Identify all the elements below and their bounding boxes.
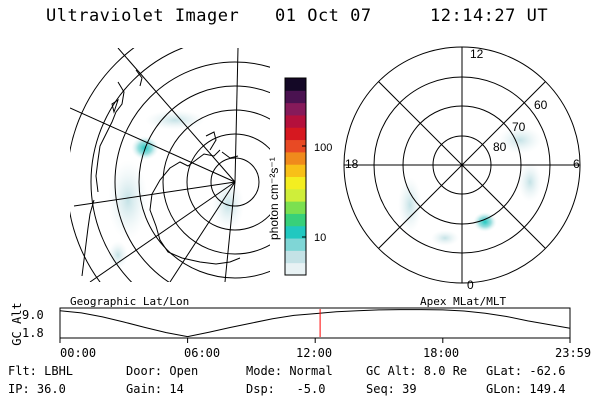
lat-label-70: 70: [512, 120, 526, 134]
color-bar-segment: [285, 90, 306, 104]
color-bar-tick-100: 100: [314, 142, 332, 154]
timeline-xtick-4: 23:59: [555, 346, 592, 360]
right-panel-caption: Apex MLat/MLT: [420, 295, 507, 308]
status-glat: GLat: -62.6: [486, 364, 566, 378]
status-dsp: Dsp: -5.0: [246, 382, 326, 396]
status-gc-alt: GC Alt: 8.0 Re: [366, 364, 468, 378]
color-bar-tick-10: 10: [314, 232, 326, 244]
altitude-curve: [59, 309, 571, 338]
date-label: 01 Oct 07: [275, 6, 372, 26]
color-bar-unit-label: photon cm⁻²s⁻¹: [267, 157, 281, 240]
color-bar-segment: [285, 139, 306, 153]
color-bar-segment: [285, 250, 306, 264]
lat-label-60: 60: [534, 98, 548, 112]
status-door: Door: Open: [126, 364, 199, 378]
latitude-circles: [70, 48, 270, 282]
color-bar-segment: [285, 164, 306, 177]
lat-label-80: 80: [493, 140, 507, 154]
time-label: 12:14:27 UT: [430, 6, 549, 26]
status-mode: Mode: Normal: [246, 364, 333, 378]
timeline-xtick-1: 06:00: [184, 346, 221, 360]
mlt-label-6: 6: [573, 157, 580, 171]
timeline-frame: [59, 307, 571, 339]
color-bar-segment: [285, 238, 306, 251]
coastlines: [81, 69, 241, 277]
color-bar-gradient: [285, 78, 306, 276]
left-panel-caption: Geographic Lat/Lon: [70, 295, 190, 308]
color-bar: 100 10 photon cm⁻²s⁻¹: [267, 77, 332, 276]
color-bar-segment: [285, 127, 306, 141]
geographic-map: [70, 48, 270, 282]
status-filter: Flt: LBHL: [8, 364, 74, 378]
color-bar-segment: [285, 176, 306, 190]
status-ip: IP: 36.0: [8, 382, 66, 396]
timeline-axis-label: GC Alt: [10, 302, 24, 346]
polar-plot: 12 0 18 6 60 70 80: [343, 46, 581, 292]
color-bar-segment: [285, 102, 306, 116]
mlt-label-12: 12: [470, 47, 484, 61]
color-bar-segment: [285, 201, 306, 214]
color-bar-segment: [285, 151, 306, 165]
timeline-xtick-2: 12:00: [296, 346, 333, 360]
timeline-xtick-0: 00:00: [60, 346, 97, 360]
color-bar-segment: [285, 262, 306, 276]
timeline-ytick-bottom: 1.8: [22, 326, 44, 340]
color-bar-segment: [285, 114, 306, 128]
status-gain: Gain: 14: [126, 382, 184, 396]
status-glon: GLon: 149.4: [486, 382, 566, 396]
altitude-timeline: [59, 307, 571, 343]
aurora-emission-right: [398, 126, 542, 246]
color-bar-segment: [285, 188, 306, 202]
mlt-label-0: 0: [467, 278, 474, 292]
timeline-xtick-3: 18:00: [423, 346, 460, 360]
mlt-label-18: 18: [345, 157, 359, 171]
color-bar-segment: [285, 225, 306, 239]
timeline-ytick-top: 9.0: [22, 308, 44, 322]
color-bar-segment: [285, 213, 306, 227]
color-bar-segment: [285, 78, 306, 91]
instrument-title: Ultraviolet Imager: [46, 6, 240, 26]
longitude-lines: [70, 48, 239, 282]
status-seq: Seq: 39: [366, 382, 417, 396]
timeline-x-ticks: [59, 338, 571, 343]
